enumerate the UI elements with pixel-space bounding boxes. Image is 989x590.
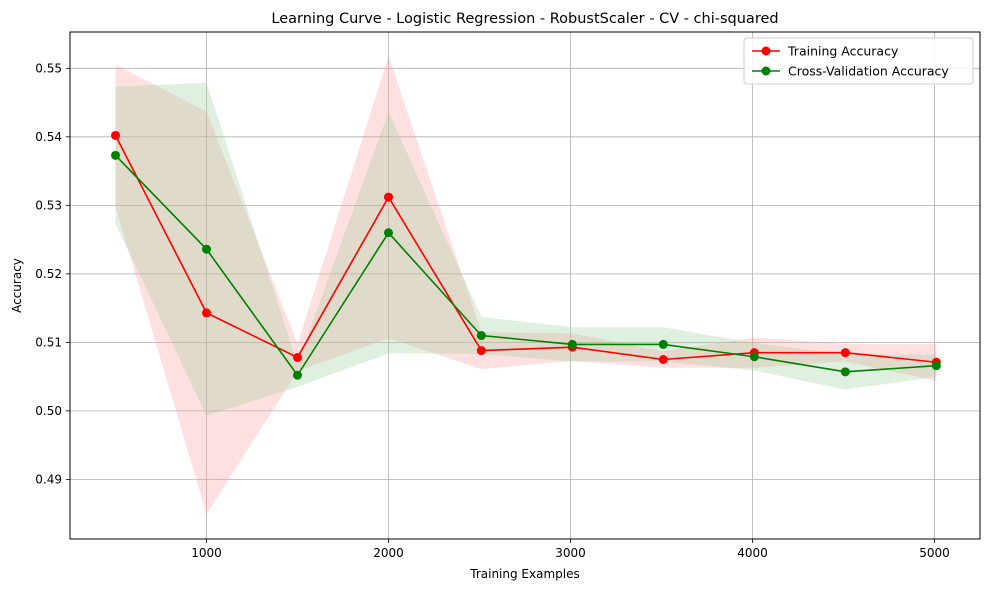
y-tick-label: 0.54 <box>35 130 62 144</box>
data-point-training <box>202 308 211 318</box>
confidence-bands <box>115 55 937 515</box>
series-line-cross-validation <box>114 154 937 377</box>
x-axis-label: Training Examples <box>469 567 579 581</box>
axis-ticks: 1000 2000 3000 4000 5000 0.49 0.50 0.51 0.52 0.53… <box>35 61 949 560</box>
y-tick-label: 0.55 <box>35 61 62 75</box>
x-tick-label: 4000 <box>737 546 768 560</box>
data-point-training <box>840 348 850 358</box>
data-point-cross-validation <box>931 361 941 371</box>
y-tick-label: 0.51 <box>35 335 62 349</box>
confidence-band-cross-validation <box>115 82 937 416</box>
x-tick-label: 5000 <box>919 546 950 560</box>
confidence-band-training <box>115 55 937 515</box>
y-axis-label: Accuracy <box>10 258 24 313</box>
series-lines <box>111 130 941 380</box>
x-tick-label: 2000 <box>373 546 404 560</box>
data-point-cross-validation <box>658 339 668 349</box>
data-point-cross-validation <box>749 352 759 362</box>
data-point-cross-validation <box>202 244 211 254</box>
legend: Training Accuracy Cross-Validation Accura… <box>743 37 974 85</box>
legend-marker-cross-validation <box>761 66 771 76</box>
data-point-cross-validation <box>567 339 577 349</box>
data-point-training <box>658 354 668 364</box>
chart-title: Learning Curve - Logistic Regression - R… <box>271 11 778 27</box>
data-point-cross-validation <box>111 150 120 160</box>
legend-box <box>743 37 974 85</box>
legend-marker-training <box>761 46 771 56</box>
y-tick-label: 0.52 <box>35 267 62 281</box>
y-tick-label: 0.49 <box>35 472 62 486</box>
y-tick-label: 0.53 <box>35 198 62 212</box>
data-point-training <box>384 192 393 202</box>
x-tick-label: 1000 <box>191 546 222 560</box>
y-tick-label: 0.50 <box>35 404 62 418</box>
series-line-training <box>114 135 937 364</box>
data-point-cross-validation <box>840 367 850 377</box>
grid <box>70 32 980 539</box>
data-point-cross-validation <box>476 331 486 341</box>
data-point-training <box>111 130 120 140</box>
legend-label-cross-validation: Cross-Validation Accuracy <box>788 64 949 79</box>
data-point-cross-validation <box>293 370 302 380</box>
plot-frame <box>69 31 981 540</box>
data-point-training <box>476 346 486 356</box>
legend-label-training: Training Accuracy <box>787 44 899 59</box>
data-point-cross-validation <box>384 228 393 238</box>
data-point-training <box>293 352 302 362</box>
x-tick-label: 3000 <box>555 546 586 560</box>
